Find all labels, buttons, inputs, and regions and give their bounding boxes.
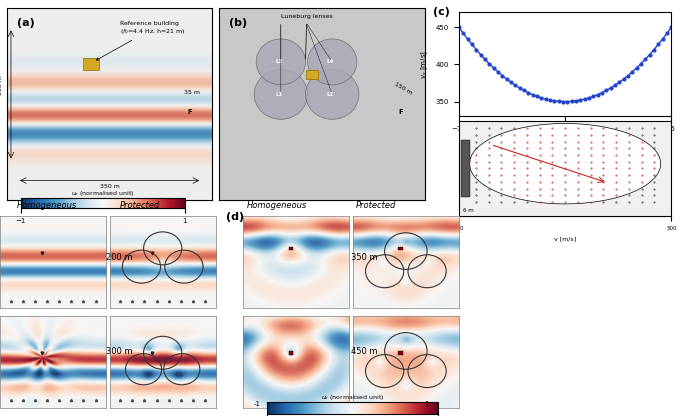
Bar bbox=[289, 247, 293, 250]
Circle shape bbox=[254, 69, 308, 119]
Text: (a): (a) bbox=[17, 18, 35, 28]
X-axis label: R [m]: R [m] bbox=[556, 138, 575, 144]
Text: (d): (d) bbox=[226, 213, 244, 223]
Text: 150 m: 150 m bbox=[394, 81, 414, 95]
Text: Luneburg lenses: Luneburg lenses bbox=[281, 14, 333, 59]
Text: 450 m: 450 m bbox=[351, 347, 378, 356]
Text: (b): (b) bbox=[229, 18, 247, 28]
Bar bbox=[461, 140, 470, 197]
Text: 300 m: 300 m bbox=[106, 347, 133, 356]
Text: 350 m: 350 m bbox=[351, 253, 378, 262]
Bar bbox=[289, 351, 293, 354]
Text: Protected: Protected bbox=[356, 201, 397, 210]
Title: $u_z$ (normalised unit): $u_z$ (normalised unit) bbox=[71, 188, 134, 198]
Title: $u_z$ (normalised unit): $u_z$ (normalised unit) bbox=[321, 393, 384, 402]
Text: -1: -1 bbox=[253, 401, 260, 406]
Text: Homogeneous: Homogeneous bbox=[17, 201, 77, 210]
Bar bbox=[306, 69, 318, 79]
Y-axis label: $v_s$ [m/s]: $v_s$ [m/s] bbox=[420, 50, 430, 79]
Text: 500 m: 500 m bbox=[0, 76, 3, 95]
X-axis label: v [m/s]: v [m/s] bbox=[554, 237, 576, 242]
Text: 35 m: 35 m bbox=[184, 90, 200, 95]
Text: L4: L4 bbox=[327, 59, 334, 64]
Bar bbox=[399, 247, 403, 250]
Circle shape bbox=[306, 69, 359, 119]
Text: F: F bbox=[188, 109, 192, 114]
Text: (c): (c) bbox=[434, 7, 450, 17]
Circle shape bbox=[256, 39, 306, 85]
Bar bbox=[399, 351, 403, 354]
Text: Homogeneous: Homogeneous bbox=[247, 201, 307, 210]
Text: Protected: Protected bbox=[120, 201, 160, 210]
Polygon shape bbox=[470, 124, 660, 204]
Circle shape bbox=[308, 39, 357, 85]
Text: 200 m: 200 m bbox=[106, 253, 133, 262]
Text: L3: L3 bbox=[275, 59, 282, 64]
Text: 1: 1 bbox=[425, 401, 429, 406]
Text: Reference building
$(f_0$=4.4 Hz, h=21 m): Reference building $(f_0$=4.4 Hz, h=21 m… bbox=[97, 21, 186, 60]
Bar bbox=[83, 58, 99, 69]
Text: 350 m: 350 m bbox=[99, 184, 120, 189]
Text: L2: L2 bbox=[327, 92, 334, 97]
Text: F: F bbox=[398, 109, 403, 114]
Text: 6 m: 6 m bbox=[463, 208, 474, 213]
Text: L1: L1 bbox=[275, 92, 282, 97]
